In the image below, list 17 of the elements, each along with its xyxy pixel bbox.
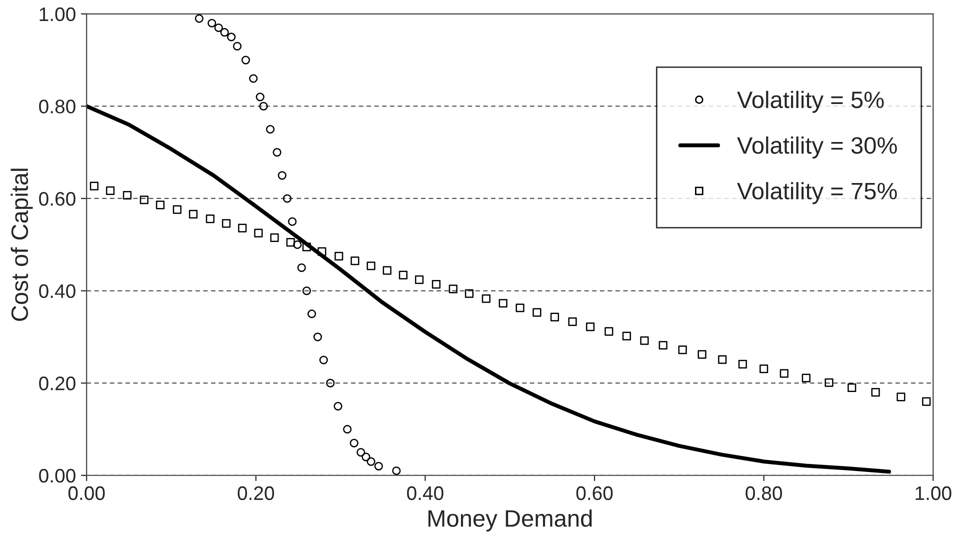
x-tick-label: 0.20 [238,486,274,500]
x-tick-label: 0.40 [407,486,444,500]
legend-label: Volatility = 5% [737,90,884,113]
y-tick-label: 0.60 [39,192,76,206]
x-tick-label: 0.00 [68,486,105,500]
x-tick-label: 0.80 [746,486,782,500]
y-tick-label: 0.80 [39,100,76,114]
y-axis-title: Cost of Capital [10,168,33,321]
x-tick-label: 1.00 [916,486,952,500]
legend-label: Volatility = 75% [737,182,897,204]
y-tick-label: 0.20 [39,376,76,390]
y-tick-label: 0.40 [39,284,76,298]
y-tick-label: 0.00 [39,468,76,483]
y-tick-label: 1.00 [40,7,76,22]
x-tick-label: 0.60 [576,486,613,500]
legend-label: Volatility = 30% [737,136,897,158]
x-axis-title: Money Demand [428,509,592,532]
